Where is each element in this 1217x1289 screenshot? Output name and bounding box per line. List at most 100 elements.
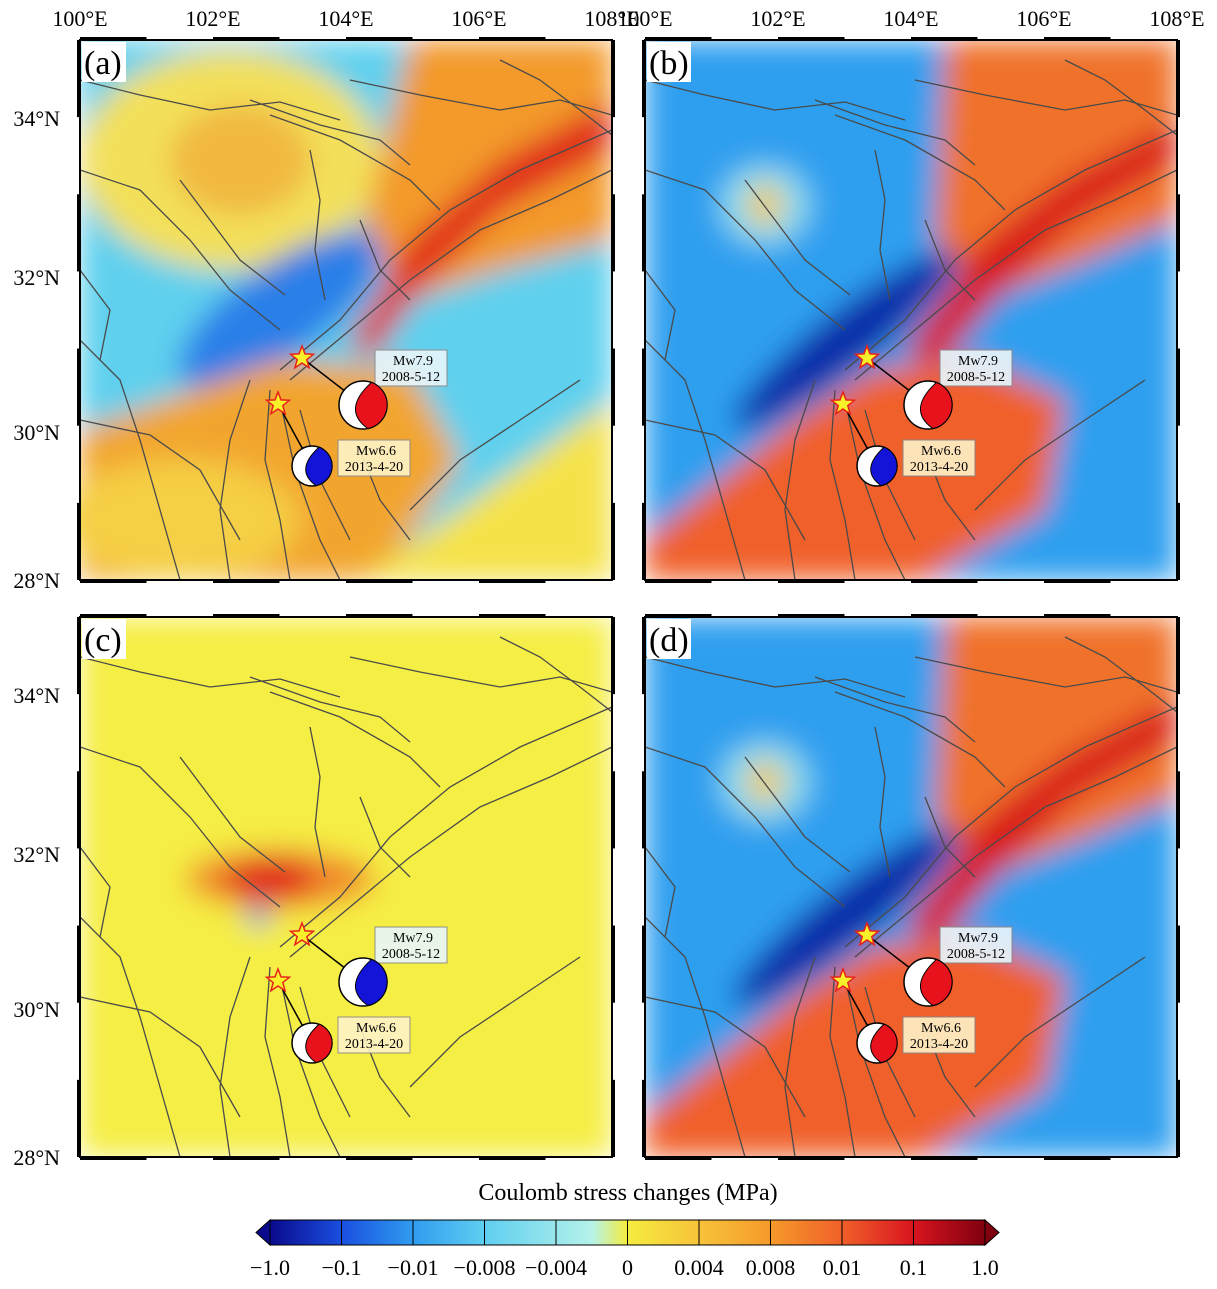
colorbar-label: −0.008 [454, 1255, 516, 1280]
lat-label: 28°N [13, 1145, 60, 1170]
frame-tick [612, 617, 615, 694]
frame-tick [479, 580, 546, 583]
frame-tick [213, 37, 280, 40]
frame-tick [1177, 771, 1180, 848]
frame-tick [642, 503, 645, 580]
event-date: 2008-5-12 [947, 370, 1005, 385]
frame-tick [346, 580, 413, 583]
frame-tick [612, 771, 615, 848]
frame-tick [80, 37, 147, 40]
frame-tick [642, 617, 645, 694]
lon-label: 100°E [617, 6, 672, 31]
frame-tick [911, 580, 978, 583]
figure: Coulomb stress changes (MPa) (a)Mw7.9200… [0, 0, 1217, 1284]
frame-tick [1177, 349, 1180, 426]
event-magnitude: Mw6.6 [356, 1021, 396, 1036]
event-date: 2008-5-12 [382, 947, 440, 962]
colorbar-arrow [985, 1220, 999, 1245]
frame-tick [778, 37, 845, 40]
frame-tick [1044, 580, 1111, 583]
event-date: 2013-4-20 [345, 460, 403, 475]
frame-tick [80, 1157, 147, 1160]
frame-tick [778, 614, 845, 617]
lon-label: 102°E [185, 6, 240, 31]
frame-tick [213, 1157, 280, 1160]
panel-label: (b) [649, 45, 689, 82]
panel-label: (d) [649, 622, 689, 659]
lat-label: 32°N [13, 265, 60, 290]
event-magnitude: Mw6.6 [921, 444, 961, 459]
frame-tick [642, 194, 645, 271]
colorbar-arrow [256, 1220, 270, 1245]
event-magnitude: Mw7.9 [958, 354, 998, 369]
frame-tick [778, 1157, 845, 1160]
lon-label: 108°E [1149, 6, 1204, 31]
colorbar-label: −1.0 [250, 1255, 290, 1280]
colorbar-label: 0.004 [674, 1255, 724, 1280]
frame-tick [645, 614, 712, 617]
frame-tick [778, 580, 845, 583]
frame-tick [1177, 617, 1180, 694]
map-panel: (b) Mw7.92008-5-12 Mw6.62013-4-20 [642, 37, 1180, 583]
colorbar-label: 0 [622, 1255, 633, 1280]
event-date: 2013-4-20 [910, 1037, 968, 1052]
colorbar-label: 0.01 [823, 1255, 862, 1280]
frame-tick [77, 1080, 80, 1157]
frame-tick [346, 614, 413, 617]
stress-field [645, 617, 1177, 1157]
frame-tick [479, 614, 546, 617]
frame-tick [1044, 614, 1111, 617]
frame-tick [77, 617, 80, 694]
lon-label: 104°E [318, 6, 373, 31]
colorbar-label: 0.1 [900, 1255, 928, 1280]
frame-tick [612, 926, 615, 1003]
map-panel: (d)Mw7.92008-5-12Mw6.62013-4-20 [642, 614, 1180, 1160]
frame-tick [1177, 926, 1180, 1003]
colorbar-label: 0.008 [746, 1255, 796, 1280]
colorbar-label: −0.01 [388, 1255, 439, 1280]
frame-tick [642, 349, 645, 426]
colorbar-label: −0.1 [322, 1255, 362, 1280]
frame-tick [1177, 503, 1180, 580]
frame-tick [77, 926, 80, 1003]
frame-tick [645, 1157, 712, 1160]
frame-tick [77, 40, 80, 117]
frame-tick [645, 37, 712, 40]
lon-label: 106°E [451, 6, 506, 31]
frame-tick [911, 1157, 978, 1160]
lat-label: 32°N [13, 842, 60, 867]
colorbar-label: 1.0 [971, 1255, 999, 1280]
lon-label: 102°E [750, 6, 805, 31]
frame-tick [1177, 194, 1180, 271]
frame-tick [77, 349, 80, 426]
frame-tick [612, 40, 615, 117]
frame-tick [479, 37, 546, 40]
frame-tick [1044, 37, 1111, 40]
frame-tick [612, 349, 615, 426]
frame-tick [80, 614, 147, 617]
stress-field [80, 617, 612, 1157]
lat-label: 28°N [13, 568, 60, 593]
frame-tick [346, 37, 413, 40]
frame-tick [911, 37, 978, 40]
event-magnitude: Mw6.6 [921, 1021, 961, 1036]
colorbar-title: Coulomb stress changes (MPa) [478, 1180, 777, 1206]
frame-tick [479, 1157, 546, 1160]
frame-tick [77, 503, 80, 580]
event-date: 2008-5-12 [382, 370, 440, 385]
frame-tick [612, 1080, 615, 1157]
frame-tick [213, 614, 280, 617]
event-date: 2013-4-20 [910, 460, 968, 475]
lon-label: 104°E [883, 6, 938, 31]
page: {"axes":{"lon_labels":["100°E","102°E","… [0, 0, 1217, 1289]
colorbar-label: −0.004 [525, 1255, 587, 1280]
lat-label: 30°N [13, 420, 60, 445]
frame-tick [612, 503, 615, 580]
lat-label: 34°N [13, 106, 60, 131]
panel-label: (a) [84, 45, 122, 82]
event-magnitude: Mw7.9 [393, 931, 433, 946]
frame-tick [346, 1157, 413, 1160]
event-date: 2013-4-20 [345, 1037, 403, 1052]
frame-tick [642, 926, 645, 1003]
